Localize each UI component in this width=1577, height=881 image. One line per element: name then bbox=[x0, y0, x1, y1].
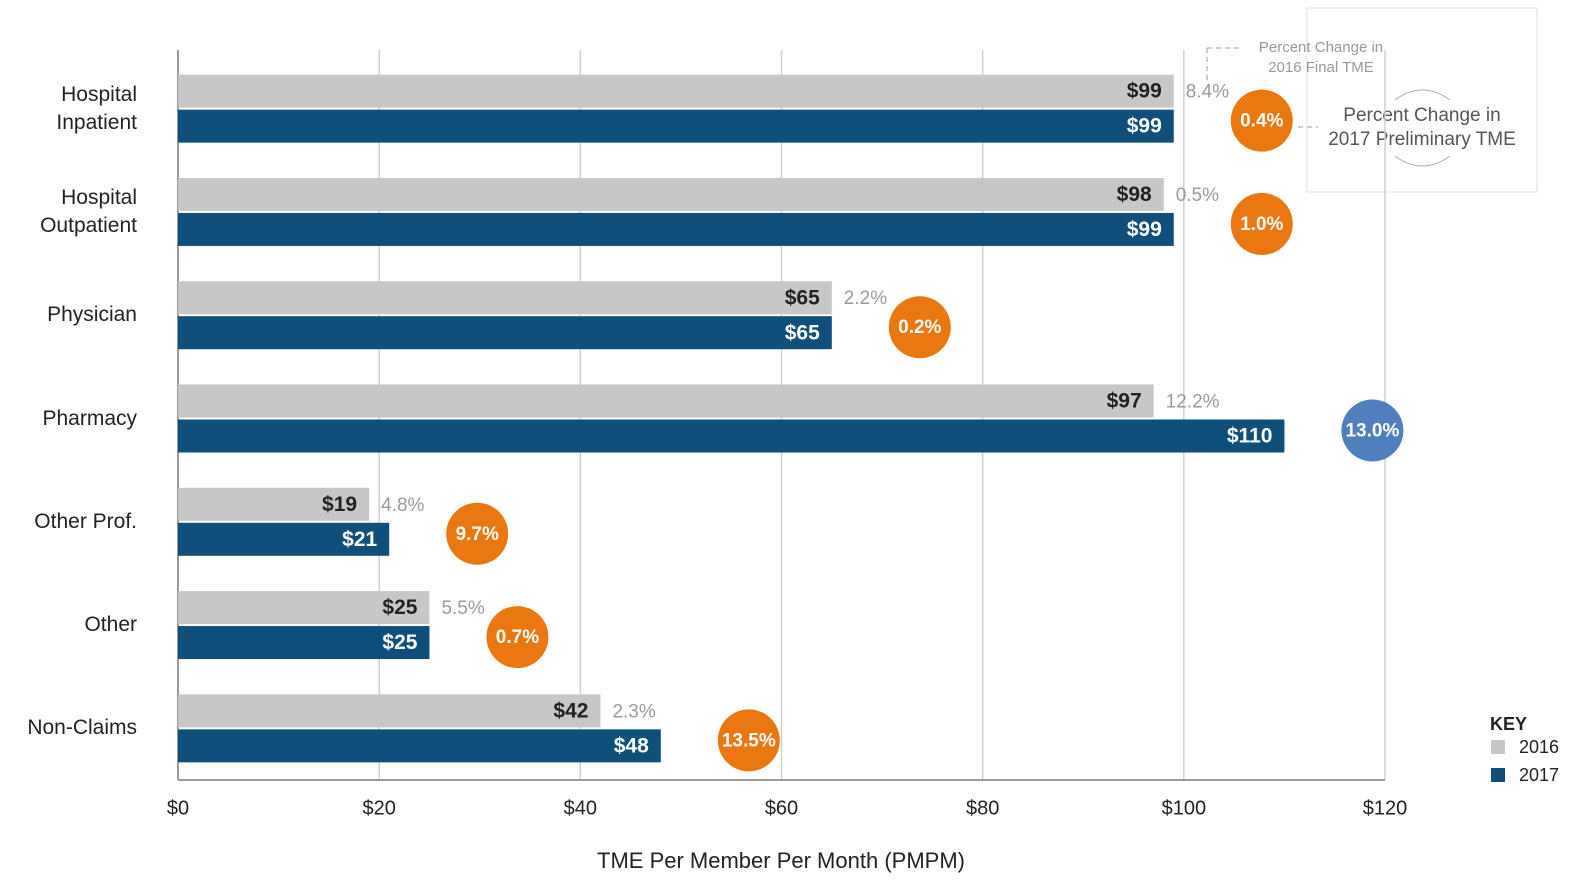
bar bbox=[178, 281, 832, 315]
value-label: $25 bbox=[382, 596, 417, 619]
percent-change-2016: 4.8% bbox=[381, 495, 424, 516]
value-label: $65 bbox=[785, 321, 820, 344]
percent-change-2016: 12.2% bbox=[1166, 392, 1220, 413]
percent-change-2017-marker bbox=[1230, 89, 1293, 152]
bar bbox=[178, 177, 1164, 211]
value-label: $99 bbox=[1127, 218, 1162, 241]
percent-change-2016: 2.3% bbox=[612, 701, 655, 722]
x-tick-label: $40 bbox=[564, 797, 597, 819]
percent-change-2017: 13.0% bbox=[1345, 421, 1399, 442]
legend-label: 2016 bbox=[1519, 737, 1559, 757]
y-tick-label: Non-Claims bbox=[27, 716, 137, 740]
percent-change-2016: 8.4% bbox=[1186, 82, 1229, 103]
x-tick-label: $0 bbox=[167, 797, 189, 819]
callout-connector bbox=[1206, 47, 1240, 80]
bar bbox=[178, 384, 1154, 418]
percent-change-2017: 13.5% bbox=[722, 730, 776, 751]
bar bbox=[178, 522, 390, 556]
callout-box bbox=[1306, 7, 1538, 193]
bar bbox=[178, 626, 430, 660]
bar bbox=[178, 487, 370, 521]
y-tick-label: Hospital Outpatient bbox=[40, 185, 137, 237]
percent-change-2017-marker bbox=[1230, 192, 1293, 255]
percent-change-2016: 5.5% bbox=[441, 598, 484, 619]
legend-swatch bbox=[1491, 768, 1505, 782]
y-tick-label: Other bbox=[84, 613, 137, 637]
value-label: $25 bbox=[382, 631, 417, 654]
x-tick-label: $100 bbox=[1162, 797, 1207, 819]
bar bbox=[178, 729, 661, 763]
callout-bracket bbox=[1394, 89, 1451, 167]
annotation: Percent Change in bbox=[1259, 39, 1383, 56]
annotation: 2016 Final TME bbox=[1268, 59, 1374, 76]
value-label: $42 bbox=[553, 699, 588, 722]
percent-change-2017: 0.4% bbox=[1240, 111, 1283, 132]
percent-change-2017: 1.0% bbox=[1240, 214, 1283, 235]
percent-change-2017: 0.2% bbox=[898, 317, 941, 338]
value-label: $98 bbox=[1117, 183, 1152, 206]
value-label: $99 bbox=[1127, 115, 1162, 138]
percent-change-2016: 0.5% bbox=[1176, 185, 1219, 206]
bar bbox=[178, 212, 1174, 246]
value-label: $97 bbox=[1107, 390, 1142, 413]
y-tick-label: Hospital Inpatient bbox=[56, 82, 137, 134]
bar bbox=[178, 694, 601, 728]
percent-change-2017-marker bbox=[446, 502, 509, 565]
x-tick-label: $120 bbox=[1363, 797, 1408, 819]
bar bbox=[178, 591, 430, 625]
legend-title: KEY bbox=[1490, 714, 1527, 734]
y-tick-label: Other Prof. bbox=[34, 509, 137, 533]
percent-change-2017: 9.7% bbox=[456, 524, 499, 545]
percent-change-2017-marker bbox=[888, 296, 951, 359]
bar bbox=[178, 419, 1285, 453]
x-axis-title: TME Per Member Per Month (PMPM) bbox=[597, 848, 965, 873]
value-label: $48 bbox=[614, 734, 649, 757]
y-tick-label: Pharmacy bbox=[42, 406, 137, 430]
annotation: Percent Change in bbox=[1343, 105, 1500, 126]
x-tick-label: $80 bbox=[966, 797, 999, 819]
bar bbox=[178, 74, 1174, 108]
x-tick-label: $60 bbox=[765, 797, 798, 819]
value-label: $21 bbox=[342, 528, 377, 551]
legend-label: 2017 bbox=[1519, 765, 1559, 785]
percent-change-2017-marker bbox=[486, 606, 549, 669]
y-tick-label: Physician bbox=[47, 303, 137, 327]
value-label: $110 bbox=[1227, 425, 1273, 448]
value-label: $65 bbox=[785, 286, 820, 309]
value-label: $19 bbox=[322, 493, 357, 516]
bar bbox=[178, 316, 832, 350]
percent-change-2017-marker bbox=[717, 709, 780, 772]
percent-change-2017: 0.7% bbox=[496, 627, 539, 648]
percent-change-2016: 2.2% bbox=[844, 288, 887, 309]
percent-change-2017-marker bbox=[1341, 399, 1404, 462]
annotation: 2017 Preliminary TME bbox=[1328, 129, 1516, 150]
value-label: $99 bbox=[1127, 80, 1162, 103]
legend-swatch bbox=[1491, 740, 1505, 754]
bar bbox=[178, 109, 1174, 143]
x-tick-label: $20 bbox=[362, 797, 395, 819]
